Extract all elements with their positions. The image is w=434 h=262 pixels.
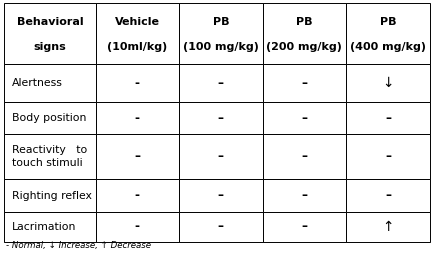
Bar — [95, 179, 179, 212]
Bar — [179, 212, 263, 242]
Text: -: - — [135, 220, 140, 233]
Bar — [346, 134, 430, 179]
Bar — [4, 3, 95, 64]
Text: ↑: ↑ — [382, 220, 394, 234]
Text: –: – — [218, 220, 224, 233]
Text: –: – — [218, 77, 224, 90]
Text: PB: PB — [380, 17, 396, 28]
Text: - Normal, ↓ Increase, ↑ Decrease: - Normal, ↓ Increase, ↑ Decrease — [7, 242, 151, 250]
Text: signs: signs — [33, 42, 66, 52]
Text: –: – — [134, 150, 140, 163]
Bar — [263, 212, 346, 242]
Bar — [95, 102, 179, 134]
Bar — [95, 3, 179, 64]
Bar — [4, 179, 95, 212]
Text: –: – — [301, 77, 307, 90]
Text: -: - — [135, 77, 140, 90]
Bar — [95, 64, 179, 102]
Text: –: – — [385, 112, 391, 125]
Text: Body position: Body position — [12, 113, 86, 123]
Bar — [179, 102, 263, 134]
Text: -: - — [135, 112, 140, 125]
Bar — [263, 134, 346, 179]
Text: –: – — [385, 189, 391, 202]
Bar — [179, 179, 263, 212]
Text: Lacrimation: Lacrimation — [12, 222, 76, 232]
Text: –: – — [301, 220, 307, 233]
Text: PB: PB — [296, 17, 312, 28]
Bar — [179, 64, 263, 102]
Bar — [346, 64, 430, 102]
Bar — [95, 134, 179, 179]
Text: Reactivity   to
touch stimuli: Reactivity to touch stimuli — [12, 145, 87, 168]
Bar — [346, 212, 430, 242]
Text: –: – — [218, 112, 224, 125]
Bar — [4, 134, 95, 179]
Text: Righting reflex: Righting reflex — [12, 190, 92, 201]
Text: (200 mg/kg): (200 mg/kg) — [266, 42, 342, 52]
Bar — [263, 179, 346, 212]
Text: Vehicle: Vehicle — [115, 17, 160, 28]
Text: –: – — [301, 189, 307, 202]
Bar — [95, 212, 179, 242]
Bar — [179, 134, 263, 179]
Bar — [263, 3, 346, 64]
Text: (100 mg/kg): (100 mg/kg) — [183, 42, 259, 52]
Text: PB: PB — [213, 17, 229, 28]
Text: (400 mg/kg): (400 mg/kg) — [350, 42, 426, 52]
Bar — [4, 212, 95, 242]
Text: (10ml/kg): (10ml/kg) — [107, 42, 168, 52]
Text: –: – — [301, 150, 307, 163]
Bar — [263, 102, 346, 134]
Bar — [4, 64, 95, 102]
Text: –: – — [218, 150, 224, 163]
Text: Alertness: Alertness — [12, 78, 62, 89]
Text: Behavioral: Behavioral — [16, 17, 83, 28]
Bar — [346, 179, 430, 212]
Bar — [179, 3, 263, 64]
Bar — [4, 102, 95, 134]
Bar — [346, 102, 430, 134]
Text: –: – — [301, 112, 307, 125]
Text: ↓: ↓ — [382, 77, 394, 90]
Bar — [263, 64, 346, 102]
Text: -: - — [135, 189, 140, 202]
Text: –: – — [385, 150, 391, 163]
Bar — [346, 3, 430, 64]
Text: –: – — [218, 189, 224, 202]
